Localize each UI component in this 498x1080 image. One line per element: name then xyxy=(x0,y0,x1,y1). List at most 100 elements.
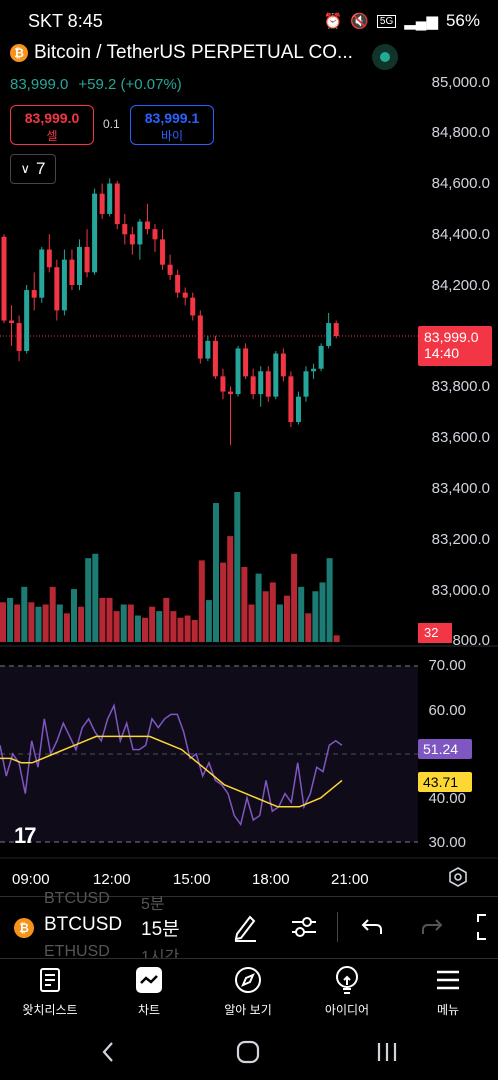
nav-label: 왓치리스트 xyxy=(22,1003,78,1017)
nav-label: 알아 보기 xyxy=(224,1003,272,1017)
candle-body xyxy=(1,236,7,321)
menu-icon xyxy=(437,970,459,990)
time-axis-label: 15:00 xyxy=(173,871,211,888)
volume-bar xyxy=(56,604,63,642)
volume-bar xyxy=(78,606,85,642)
symbol-picker-ghost-prev: BTCUSD xyxy=(44,890,110,907)
volume-bar xyxy=(255,573,262,642)
market-status-icon[interactable] xyxy=(372,44,398,70)
symbol-title-row[interactable]: ₿ Bitcoin / TetherUS PERPETUAL CO... xyxy=(10,42,353,64)
volume-bar xyxy=(156,611,163,642)
candle-body xyxy=(250,376,256,395)
volume-bar xyxy=(14,604,21,642)
symbol-picker[interactable]: BTCUSD xyxy=(44,914,123,935)
candle-body xyxy=(107,183,113,214)
candle-body xyxy=(39,249,45,298)
rsi-axis-label: 40.00 xyxy=(428,790,466,807)
volume-bar xyxy=(142,617,148,642)
volume-bar xyxy=(234,492,241,642)
time-axis-label: 21:00 xyxy=(331,871,369,888)
volume-bar xyxy=(262,591,269,642)
candle-body xyxy=(122,224,128,235)
candle-body xyxy=(84,246,90,273)
status-time: SKT 8:45 xyxy=(28,11,103,31)
undo-icon[interactable] xyxy=(360,916,384,943)
nav-label: 차트 xyxy=(137,1003,161,1017)
candle-body xyxy=(69,259,75,285)
nav-ideas[interactable]: 아이디어 xyxy=(302,964,392,1018)
candle-body xyxy=(333,323,339,337)
volume-bar xyxy=(170,611,177,642)
candle-body xyxy=(54,267,60,311)
rsi-ma-line xyxy=(0,735,343,808)
volume-bar xyxy=(120,604,127,642)
volume-bar xyxy=(7,597,14,642)
volume-bar xyxy=(35,606,42,642)
volume-bar xyxy=(127,604,134,642)
last-price-tag-value: 83,999.0 xyxy=(424,329,479,345)
sell-button[interactable]: 83,999.0 셀 xyxy=(10,105,94,145)
nav-explore[interactable]: 알아 보기 xyxy=(203,964,293,1018)
volume-bar xyxy=(191,619,198,642)
nav-menu[interactable]: 메뉴 xyxy=(403,964,493,1018)
nav-watchlist[interactable]: 왓치리스트 xyxy=(5,964,95,1018)
volume-bar xyxy=(319,582,326,642)
candle-body xyxy=(311,368,317,372)
bitcoin-icon: ₿ xyxy=(14,918,34,938)
indicators-toggle[interactable]: ∨ 7 xyxy=(10,154,56,184)
price-axis-label: 83,200.0 xyxy=(431,531,490,548)
candle-body xyxy=(197,315,203,359)
volume-bar xyxy=(0,602,6,642)
price-axis-label: 83,000.0 xyxy=(431,582,490,599)
bitcoin-icon: ₿ xyxy=(10,44,28,62)
volume-bar xyxy=(21,586,28,642)
fullscreen-icon[interactable] xyxy=(474,912,498,947)
volume-bar xyxy=(92,553,99,642)
volume-bar xyxy=(276,604,283,642)
rsi-ma-value-tag: 43.71 xyxy=(418,772,472,792)
system-home-icon[interactable] xyxy=(236,1040,260,1069)
rsi-value-tag: 51.24 xyxy=(418,739,472,759)
chart-icon xyxy=(136,967,162,993)
symbol-picker-ghost-next: ETHUSD xyxy=(44,943,110,960)
status-bar: SKT 8:45 ⏰ 🔇 5G ▂▄▆ 56% xyxy=(0,0,498,42)
system-back-icon[interactable] xyxy=(100,1040,116,1069)
symbol-title[interactable]: Bitcoin / TetherUS PERPETUAL CO... xyxy=(34,42,353,63)
price-axis-label: 83,800.0 xyxy=(431,378,490,395)
drawing-pen-icon[interactable] xyxy=(232,912,258,947)
nav-chart[interactable]: 차트 xyxy=(104,964,194,1018)
settings-gear-icon[interactable] xyxy=(447,866,469,888)
system-recents-icon[interactable] xyxy=(376,1040,398,1069)
interval-picker[interactable]: 15분 xyxy=(141,919,180,940)
volume-bar xyxy=(163,597,170,642)
redo-icon[interactable] xyxy=(420,916,444,943)
time-axis-label: 12:00 xyxy=(93,871,131,888)
time-axis-label: 18:00 xyxy=(252,871,290,888)
signal-icon: ▂▄▆ xyxy=(404,13,438,30)
candle-body xyxy=(243,348,249,377)
nav-label: 아이디어 xyxy=(324,1003,370,1017)
last-price-tag: 83,999.0 14:40 xyxy=(418,326,492,366)
candle-body xyxy=(235,348,241,395)
candle-body xyxy=(114,183,120,225)
candle-body xyxy=(160,239,166,265)
bottom-toolbar xyxy=(0,896,498,958)
buy-label: 바이 xyxy=(160,129,184,143)
volume-bar xyxy=(241,567,248,642)
volume-bar xyxy=(184,615,191,642)
candle-body xyxy=(295,396,301,423)
alarm-icon: ⏰ xyxy=(323,13,343,30)
watchlist-icon xyxy=(40,968,60,992)
candle-body xyxy=(190,297,196,316)
volume-bar xyxy=(205,600,212,642)
volume-bar xyxy=(305,613,312,642)
indicator-settings-icon[interactable] xyxy=(290,914,318,945)
volume-bar xyxy=(99,597,106,642)
indicators-count: 7 xyxy=(36,159,46,178)
volume-bar xyxy=(28,602,35,642)
candle-body xyxy=(212,340,218,377)
buy-button[interactable]: 83,999.1 바이 xyxy=(130,105,214,145)
candle-body xyxy=(99,193,105,214)
volume-bar xyxy=(71,589,77,642)
